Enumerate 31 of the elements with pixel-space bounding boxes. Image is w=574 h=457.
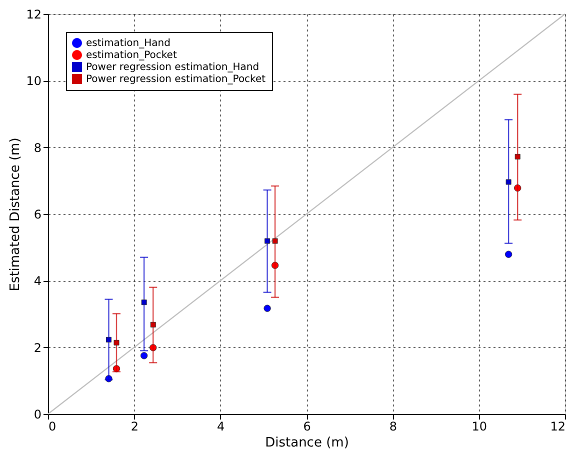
x-tick-label: 10 — [472, 420, 487, 434]
point — [150, 322, 156, 328]
point — [264, 304, 271, 312]
x-tick-label: 12 — [550, 420, 566, 434]
y-axis-title: Estimated Distance (m) — [8, 138, 24, 292]
point — [504, 250, 512, 258]
point — [114, 340, 120, 346]
point — [264, 238, 270, 244]
legend-label: Power regression estimation_Hand — [86, 62, 260, 73]
point — [514, 154, 520, 160]
y-tick-label: 8 — [34, 140, 42, 155]
y-tick-label: 6 — [34, 208, 42, 222]
y-tick-label: 12 — [26, 8, 42, 22]
legend-label: estimation_Pocket — [86, 50, 177, 61]
y-tick-label: 4 — [34, 274, 42, 288]
x-tick-label: 6 — [303, 420, 311, 434]
legend-label: Power regression estimation_Pocket — [86, 74, 266, 85]
x-tick-label: 4 — [217, 420, 225, 434]
x-tick-label: 2 — [130, 420, 138, 434]
point — [141, 300, 147, 306]
point — [506, 179, 512, 185]
point — [140, 352, 148, 360]
x-tick-label: 8 — [389, 420, 397, 434]
x-axis-title: Distance (m) — [265, 436, 349, 450]
y-tick-label: 2 — [34, 340, 42, 355]
point — [106, 336, 112, 342]
point — [272, 238, 278, 244]
y-tick-label: 10 — [26, 74, 42, 88]
y-tick-label: 0 — [34, 408, 42, 422]
legend-label: estimation_Hand — [86, 38, 170, 49]
x-tick-label: 0 — [48, 420, 56, 434]
